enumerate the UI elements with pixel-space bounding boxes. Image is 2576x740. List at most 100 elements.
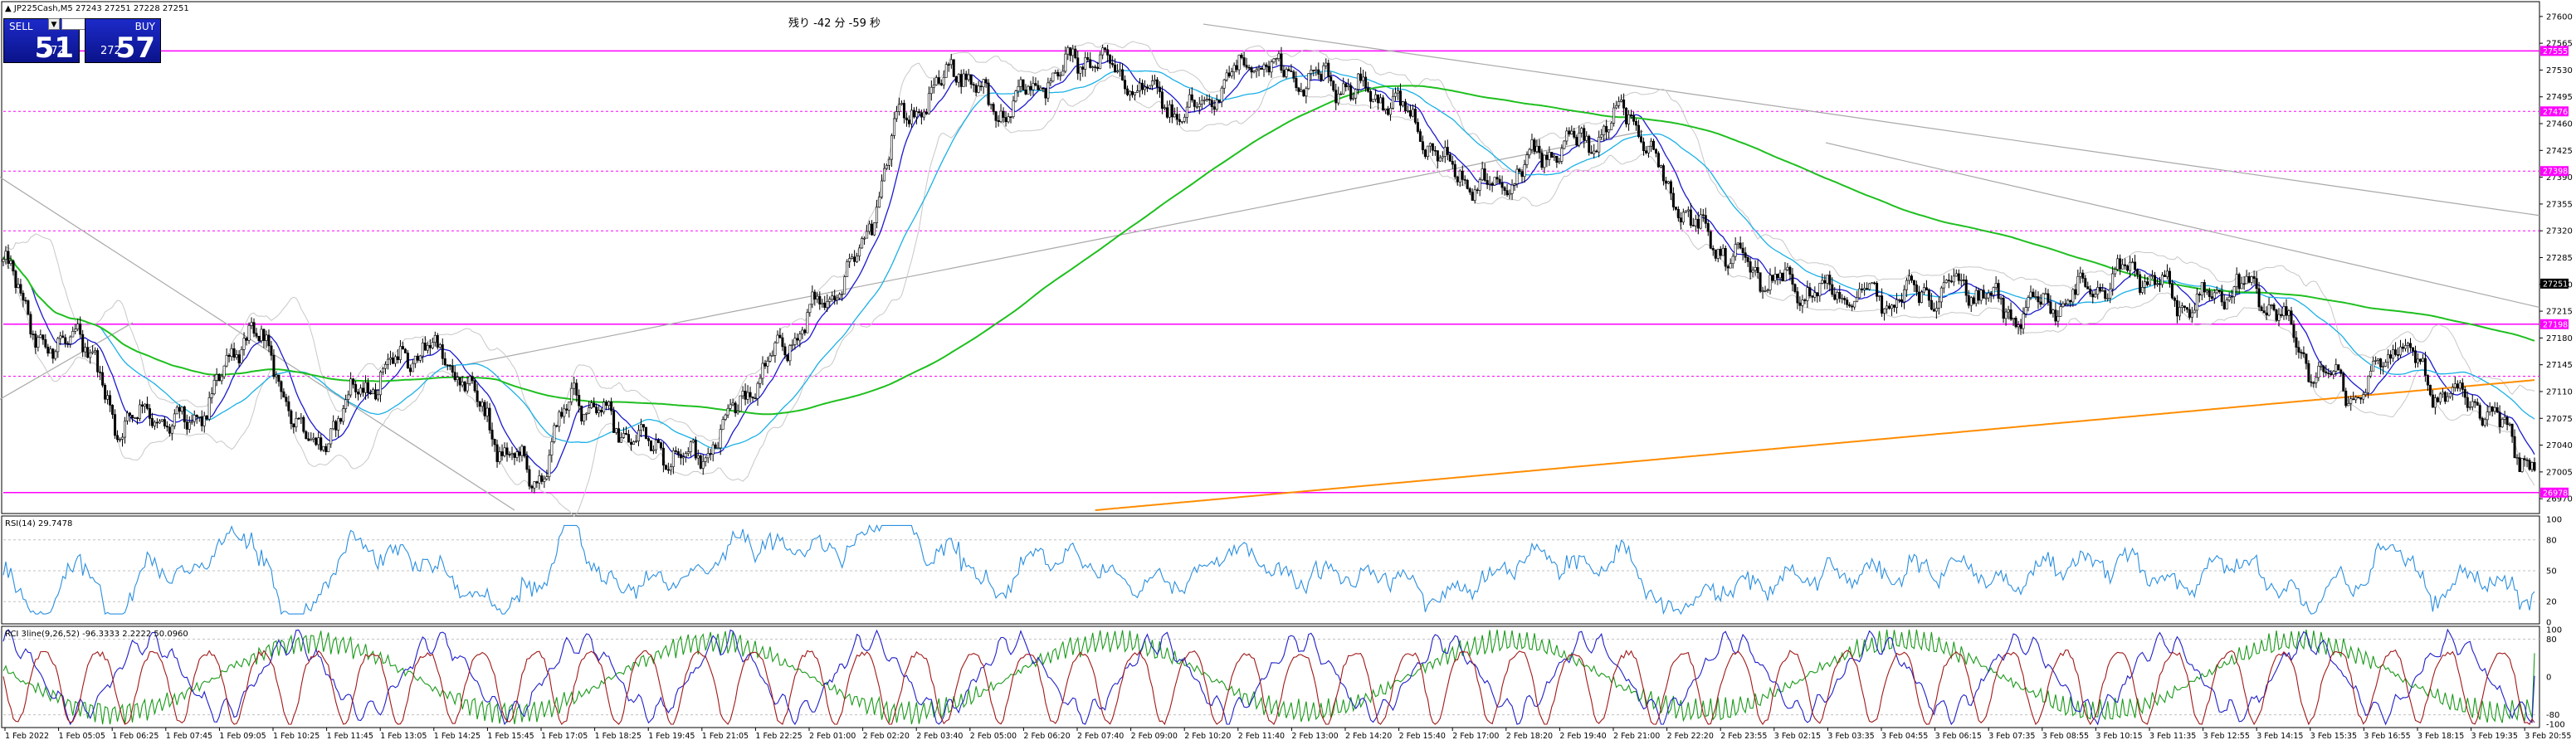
- candle-body: [2096, 287, 2100, 295]
- candle-body: [227, 355, 231, 357]
- candle-body: [1126, 88, 1129, 95]
- candle-body: [476, 390, 479, 402]
- candle-body: [1912, 280, 1915, 285]
- candle-body: [1620, 100, 1623, 102]
- candle-body: [1714, 249, 1717, 259]
- candle-body: [2089, 289, 2092, 295]
- candle-body: [1910, 275, 1913, 281]
- candle-body: [1285, 69, 1288, 77]
- candle-body: [401, 346, 404, 350]
- candle-body: [535, 481, 539, 484]
- candle-body: [2476, 402, 2479, 406]
- sell-price-main: 51: [34, 32, 74, 65]
- lot-dropdown-icon[interactable]: ▼: [48, 18, 60, 30]
- candle-body: [1349, 85, 1353, 100]
- candle-body: [617, 428, 621, 443]
- candle-body: [1883, 308, 1886, 314]
- candle-body: [207, 397, 211, 420]
- candle-body: [1200, 100, 1203, 105]
- candle-body: [347, 394, 350, 400]
- candle-body: [170, 426, 173, 434]
- time-tick-label: 1 Feb 19:45: [648, 732, 695, 740]
- candle-body: [679, 454, 682, 459]
- candle-body: [1448, 154, 1451, 162]
- candle-body: [1651, 140, 1655, 150]
- candle-body: [2136, 269, 2139, 275]
- candle-body: [540, 475, 544, 482]
- candle-body: [1451, 161, 1454, 165]
- candle-body: [1190, 94, 1193, 100]
- candle-body: [1344, 83, 1348, 88]
- time-tick-label: 2 Feb 11:40: [1238, 732, 1285, 740]
- candle-body: [694, 440, 697, 459]
- candle-body: [129, 412, 132, 416]
- candle-body: [2141, 287, 2144, 293]
- candle-body: [1235, 65, 1238, 71]
- candle-body: [2131, 261, 2134, 264]
- candle-body: [925, 111, 928, 114]
- candle-body: [2146, 281, 2149, 285]
- candle-body: [1801, 299, 1804, 306]
- candle-body: [175, 407, 178, 415]
- buy-button[interactable]: BUY 272 57: [85, 18, 161, 63]
- candle-body: [1272, 58, 1276, 62]
- candle-body: [61, 335, 65, 338]
- candle-body: [185, 421, 188, 430]
- candle-body: [1838, 292, 1842, 299]
- candle-body: [1823, 280, 1827, 284]
- candle-body: [1654, 148, 1657, 154]
- candle-body: [1876, 283, 1879, 297]
- candle-body: [1856, 297, 1859, 302]
- candle-body: [754, 397, 757, 400]
- candle-body: [1560, 148, 1564, 162]
- candle-body: [1939, 287, 1943, 303]
- candle-body: [791, 344, 794, 346]
- candle-body: [2267, 304, 2271, 316]
- candle-body: [2503, 416, 2506, 420]
- candle-body: [1580, 128, 1583, 134]
- candle-body: [545, 476, 549, 480]
- candle-body: [2426, 375, 2429, 386]
- candle-body: [413, 355, 417, 364]
- candle-body: [168, 426, 171, 434]
- candle-body: [2397, 354, 2400, 356]
- candle-body: [362, 387, 365, 393]
- candle-body: [570, 387, 573, 402]
- candle-body: [778, 334, 782, 338]
- candle-body: [959, 74, 963, 87]
- price-badge: [2540, 166, 2569, 177]
- candle-body: [664, 465, 667, 470]
- candle-body: [148, 408, 151, 419]
- candle-body: [2275, 309, 2278, 321]
- candle-body: [969, 74, 973, 85]
- candle-body: [19, 284, 22, 294]
- rsi-label: RSI(14) 29.7478: [5, 519, 72, 528]
- candle-body: [585, 412, 588, 415]
- candle-body: [1267, 66, 1271, 73]
- candle-body: [1523, 164, 1526, 178]
- candle-body: [2508, 423, 2511, 426]
- price-badge-label: 27476: [2543, 108, 2568, 117]
- candle-body: [1210, 100, 1213, 107]
- candle-body: [841, 294, 844, 295]
- candle-body: [1453, 163, 1456, 178]
- candle-body: [1769, 275, 1772, 290]
- candle-body: [1686, 209, 1690, 212]
- candle-body: [252, 322, 256, 334]
- price-panel-frame: [1, 1, 2540, 514]
- candle-body: [2230, 296, 2233, 298]
- candle-body: [2126, 265, 2130, 271]
- candle-body: [2317, 365, 2320, 378]
- candle-body: [143, 403, 146, 407]
- candle-body: [1195, 106, 1198, 108]
- candle-body: [2364, 392, 2368, 395]
- candle-body: [1069, 47, 1072, 56]
- candle-body: [292, 423, 295, 427]
- candle-body: [659, 442, 662, 449]
- candle-body: [411, 363, 414, 372]
- candle-body: [721, 419, 724, 430]
- candle-body: [560, 411, 564, 417]
- candle-body: [803, 329, 807, 333]
- candle-body: [1488, 183, 1491, 185]
